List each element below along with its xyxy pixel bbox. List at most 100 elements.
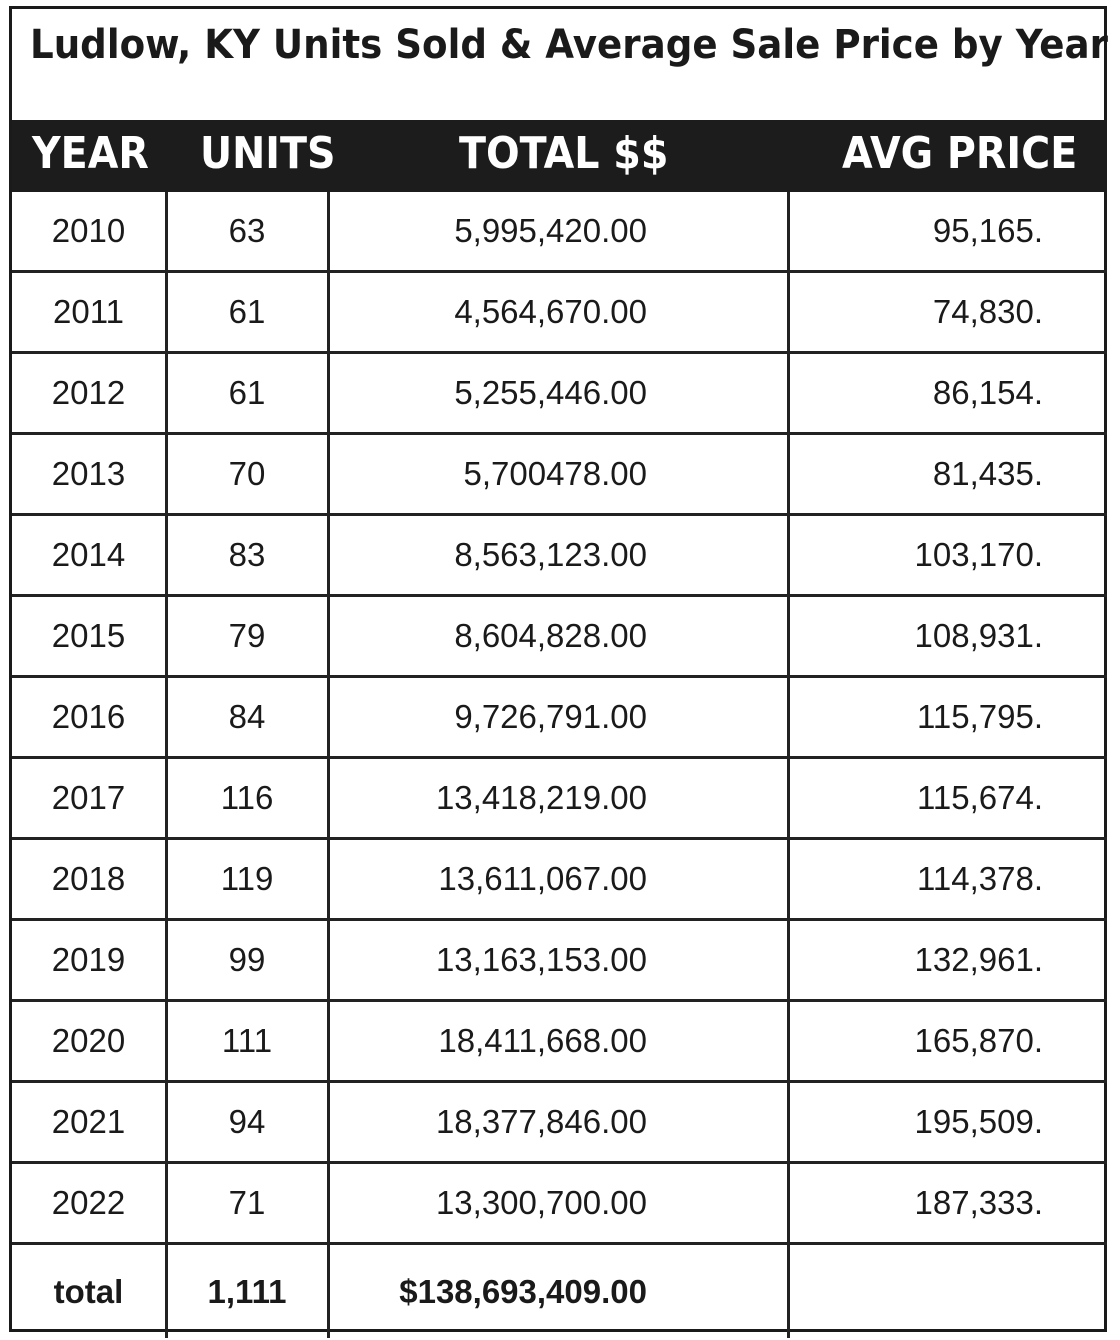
avg-price-cell: 132,961. — [914, 941, 1043, 978]
column-divider — [165, 516, 168, 594]
column-divider — [165, 1164, 168, 1242]
avg-price-cell: 81,435. — [932, 455, 1043, 492]
units-cell: 119 — [220, 860, 274, 897]
column-divider — [327, 597, 330, 675]
units-cell: 116 — [220, 779, 274, 816]
year-cell: 2014 — [51, 536, 126, 573]
table-row: 2014 83 8,563,123.00 103,170. — [12, 516, 1107, 597]
column-divider — [327, 192, 330, 270]
year-cell: 2019 — [51, 941, 126, 978]
column-divider — [787, 354, 790, 432]
column-divider — [787, 1164, 790, 1242]
column-divider — [327, 1245, 330, 1338]
column-divider — [165, 840, 168, 918]
column-divider — [165, 354, 168, 432]
column-divider — [165, 1245, 168, 1338]
column-divider — [787, 759, 790, 837]
year-cell: 2018 — [51, 860, 126, 897]
column-divider — [327, 759, 330, 837]
column-divider — [787, 921, 790, 999]
column-divider — [327, 516, 330, 594]
header-year: YEAR — [32, 128, 149, 179]
column-divider — [327, 840, 330, 918]
column-divider — [787, 1083, 790, 1161]
column-divider — [787, 435, 790, 513]
column-divider — [327, 273, 330, 351]
column-divider — [787, 192, 790, 270]
total-cell: 5,995,420.00 — [454, 212, 647, 249]
column-divider — [165, 759, 168, 837]
total-cell: 13,163,153.00 — [435, 941, 647, 978]
column-divider — [327, 1083, 330, 1161]
units-cell: 79 — [228, 617, 266, 654]
year-cell: total — [53, 1272, 124, 1310]
total-cell: 5,255,446.00 — [454, 374, 647, 411]
avg-price-cell: 165,870. — [914, 1022, 1043, 1059]
units-cell: 111 — [221, 1022, 273, 1059]
column-divider — [165, 597, 168, 675]
avg-price-cell: 115,674. — [916, 779, 1043, 816]
avg-price-cell: 74,830. — [932, 293, 1043, 330]
table-row: 2015 79 8,604,828.00 108,931. — [12, 597, 1107, 678]
total-cell: 13,611,067.00 — [438, 860, 647, 897]
year-cell: 2022 — [51, 1184, 126, 1221]
column-divider — [165, 921, 168, 999]
year-cell: 2021 — [51, 1103, 126, 1140]
column-divider — [165, 273, 168, 351]
column-divider — [327, 354, 330, 432]
units-cell: 1,111 — [207, 1272, 287, 1310]
table-row: 2020 111 18,411,668.00 165,870. — [12, 1002, 1107, 1083]
column-divider — [327, 435, 330, 513]
column-divider — [787, 597, 790, 675]
year-cell: 2013 — [51, 455, 126, 492]
units-cell: 71 — [228, 1184, 266, 1221]
table-row: 2017 116 13,418,219.00 115,674. — [12, 759, 1107, 840]
header-avg-price: AVG PRICE — [842, 128, 1078, 179]
units-cell: 61 — [228, 293, 266, 330]
avg-price-cell: 95,165. — [932, 212, 1043, 249]
column-divider — [165, 1083, 168, 1161]
year-cell: 2010 — [51, 212, 126, 249]
column-divider — [787, 273, 790, 351]
table-row: 2021 94 18,377,846.00 195,509. — [12, 1083, 1107, 1164]
year-cell: 2012 — [51, 374, 126, 411]
total-cell: 13,300,700.00 — [435, 1184, 647, 1221]
total-row: total 1,111 $138,693,409.00 — [12, 1245, 1107, 1338]
table-row: 2016 84 9,726,791.00 115,795. — [12, 678, 1107, 759]
header-units: UNITS — [200, 128, 336, 179]
column-divider — [327, 678, 330, 756]
units-cell: 61 — [228, 374, 266, 411]
column-divider — [787, 516, 790, 594]
column-divider — [327, 1002, 330, 1080]
total-cell: $138,693,409.00 — [399, 1272, 647, 1310]
total-cell: 18,411,668.00 — [438, 1022, 647, 1059]
avg-price-cell: 114,378. — [916, 860, 1043, 897]
total-cell: 18,377,846.00 — [435, 1103, 647, 1140]
avg-price-cell — [789, 1245, 1043, 1338]
total-cell: 9,726,791.00 — [454, 698, 647, 735]
column-divider — [327, 921, 330, 999]
units-cell: 99 — [228, 941, 266, 978]
table-row: 2019 99 13,163,153.00 132,961. — [12, 921, 1107, 1002]
table-row: 2011 61 4,564,670.00 74,830. — [12, 273, 1107, 354]
table-body: 2010 63 5,995,420.00 95,165. 2011 61 4,564,670… — [12, 192, 1107, 1338]
avg-price-cell: 108,931. — [914, 617, 1043, 654]
table-row: 2012 61 5,255,446.00 86,154. — [12, 354, 1107, 435]
year-cell: 2020 — [51, 1022, 126, 1059]
year-cell: 2011 — [53, 293, 124, 330]
year-cell: 2016 — [51, 698, 126, 735]
units-cell: 84 — [228, 698, 266, 735]
column-divider — [327, 1164, 330, 1242]
column-divider — [787, 1002, 790, 1080]
table-header: YEAR UNITS TOTAL $$ AVG PRICE — [12, 120, 1107, 192]
column-divider — [165, 678, 168, 756]
column-divider — [787, 678, 790, 756]
table-frame — [9, 6, 1107, 1332]
units-cell: 70 — [228, 455, 266, 492]
units-cell: 94 — [228, 1103, 266, 1140]
table-row: 2013 70 5,700478.00 81,435. — [12, 435, 1107, 516]
avg-price-cell: 86,154. — [932, 374, 1043, 411]
total-cell: 13,418,219.00 — [435, 779, 647, 816]
units-cell: 63 — [228, 212, 266, 249]
header-total: TOTAL $$ — [459, 128, 669, 179]
